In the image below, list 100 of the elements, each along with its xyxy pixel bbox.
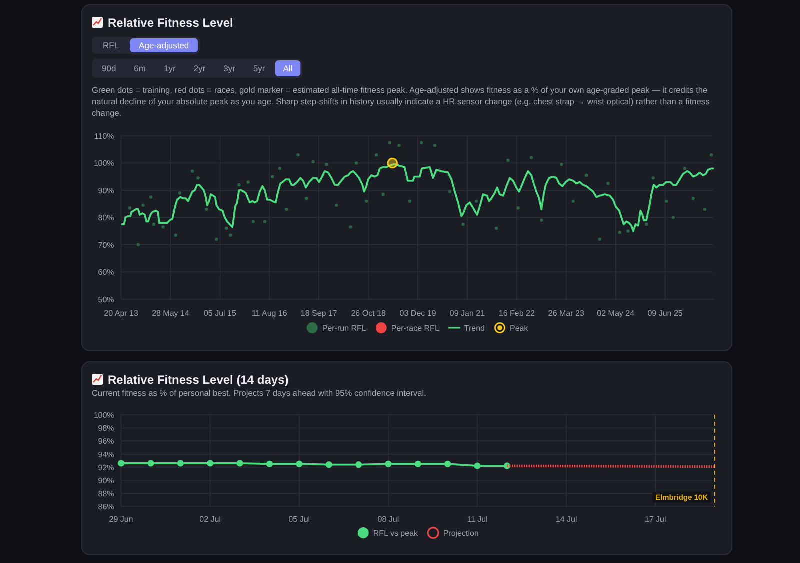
point — [296, 153, 300, 157]
point — [433, 144, 437, 148]
y-tick-label: 98% — [98, 424, 114, 434]
chart-subtitle: Current fitness as % of personal best. Projects 7 days ahead with 95% confidence interval. — [92, 388, 426, 398]
point — [398, 144, 401, 148]
legend-label: Per-race RFL — [391, 324, 440, 333]
point — [644, 222, 648, 226]
x-tick-label: 09 Jan 21 — [450, 309, 486, 318]
point — [606, 182, 610, 186]
selected-button[interactable] — [275, 60, 301, 76]
x-tick-label: 14 Jul — [556, 515, 578, 524]
chart-title: Relative Fitness Level — [108, 16, 234, 30]
legend-label: Trend — [464, 324, 486, 333]
point — [229, 234, 232, 237]
y-tick-label: 96% — [98, 437, 114, 446]
point — [560, 162, 564, 166]
y-tick-label: 92% — [98, 463, 114, 472]
point — [448, 190, 452, 194]
x-tick-label: 28 May 14 — [152, 309, 190, 318]
point — [506, 158, 510, 162]
text: 6m — [134, 64, 146, 74]
point — [516, 206, 520, 210]
point — [191, 170, 194, 173]
legend-label: Per-run RFL — [322, 324, 367, 333]
y-tick-label: 90% — [98, 476, 114, 486]
point — [252, 220, 255, 224]
point — [374, 153, 378, 157]
x-tick-label: 03 Dec 19 — [400, 309, 437, 318]
point — [474, 200, 478, 203]
y-tick-label: 88% — [98, 490, 114, 499]
point — [618, 231, 622, 234]
chart-subtitle: Green dots = training, red dots = races, gold marker = estimated all-time fitness peak. Age-adjusted shows fitness as a % of your own age-graded peak — it credits the natural decline of your absolute peak as you age. Sharp step-shifts in history usually indicate a HR sensor change (e.g. chest strap → wrist optical) rather than a fitness change. — [92, 85, 710, 118]
x-tick-label: 18 Sep 17 — [300, 309, 338, 318]
point — [335, 204, 338, 207]
point — [572, 200, 575, 203]
point — [178, 192, 182, 195]
y-tick-label: 80% — [98, 214, 114, 223]
y-tick-label: 60% — [98, 268, 114, 278]
point — [152, 222, 156, 226]
y-tick-label: 100% — [94, 159, 114, 168]
y-tick-label: 100% — [94, 411, 114, 420]
point — [305, 197, 308, 200]
point — [196, 176, 200, 180]
legend-label: RFL vs peak — [373, 529, 420, 538]
point — [408, 200, 412, 203]
y-tick-label: 50% — [98, 295, 114, 304]
point — [354, 162, 358, 165]
text: All — [283, 64, 293, 74]
point — [278, 167, 282, 170]
text: 2yr — [194, 64, 206, 74]
point — [263, 220, 267, 224]
point — [683, 167, 687, 170]
point — [365, 200, 368, 203]
point — [598, 238, 602, 242]
text: 3yr — [224, 64, 236, 74]
point — [387, 158, 398, 169]
point — [238, 183, 241, 187]
point — [652, 176, 655, 180]
point — [584, 174, 588, 178]
x-tick-label: 05 Jul — [288, 515, 310, 524]
x-tick-label: 17 Jul — [644, 515, 667, 524]
point — [420, 141, 424, 144]
legend-label: Peak — [510, 324, 530, 333]
x-tick-label: 26 Mar 23 — [548, 309, 585, 318]
point — [312, 160, 315, 164]
x-tick-label: 26 Oct 18 — [351, 309, 386, 318]
x-tick-label: 16 Feb 22 — [498, 309, 536, 318]
point — [215, 238, 218, 242]
x-tick-label: 29 Jun — [109, 515, 134, 524]
x-tick-label: 20 Apr 13 — [104, 309, 139, 318]
text: 1yr — [164, 64, 176, 74]
chart-title: Relative Fitness Level (14 days) — [108, 373, 289, 387]
point — [142, 204, 145, 207]
point — [530, 156, 534, 160]
point — [246, 180, 250, 184]
x-tick-label: 08 Jul — [378, 515, 400, 524]
y-tick-label: 90% — [98, 186, 114, 196]
point — [703, 208, 707, 212]
point — [285, 208, 288, 212]
text: RFL — [103, 40, 120, 50]
point — [462, 222, 465, 226]
x-tick-label: 05 Jul 15 — [204, 309, 237, 318]
point — [388, 141, 392, 144]
point — [349, 226, 352, 229]
point — [626, 230, 630, 233]
point — [692, 197, 695, 200]
y-tick-label: 110% — [94, 132, 114, 141]
point — [149, 196, 153, 199]
point — [174, 234, 178, 237]
y-tick-label: 86% — [98, 502, 114, 512]
text: Age-adjusted — [139, 40, 190, 50]
x-tick-label: 09 Jun 25 — [648, 309, 684, 318]
point — [382, 192, 385, 196]
text: 90d — [102, 64, 116, 74]
point — [710, 153, 714, 157]
point — [540, 218, 544, 222]
x-tick-label: 11 Jul — [467, 515, 488, 524]
point — [224, 226, 228, 230]
point — [128, 206, 132, 210]
point — [664, 200, 668, 203]
